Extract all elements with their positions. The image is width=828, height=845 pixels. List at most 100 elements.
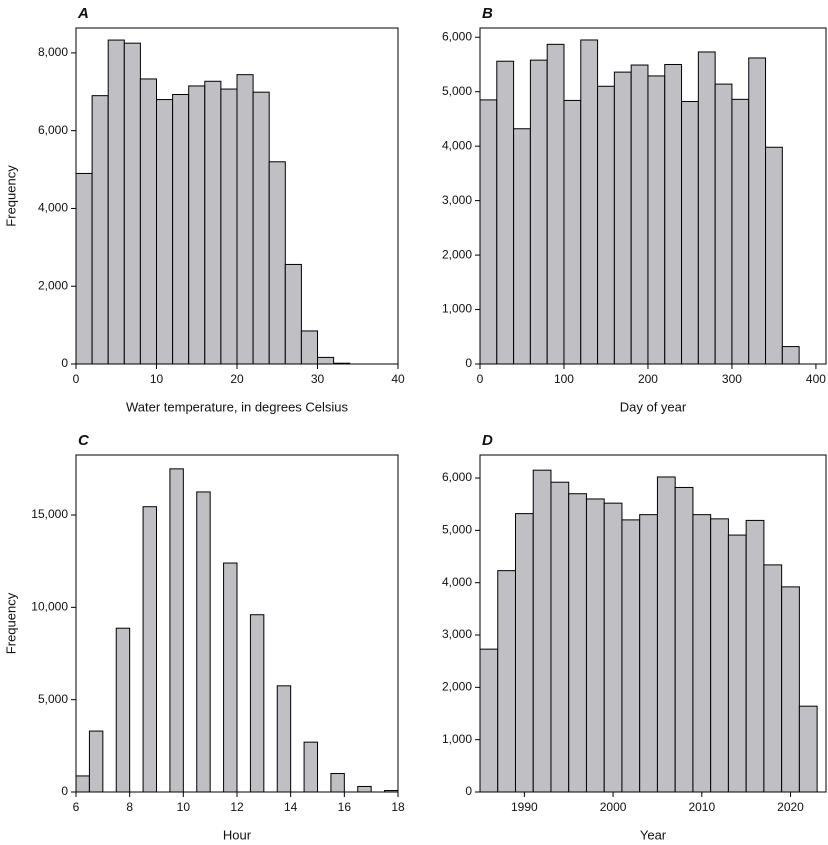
y-tick-label: 6,000 [38,123,68,137]
bar [317,356,335,365]
bar [497,570,516,793]
x-axis-label: Year [640,827,667,842]
bar [781,346,800,365]
bar [546,43,565,365]
bar [276,685,292,793]
x-tick-label: 12 [230,800,244,814]
panel-title: C [78,432,90,449]
y-tick-label: 0 [465,784,472,798]
bar [630,64,649,365]
bar [656,476,676,793]
x-tick-label: 14 [284,800,298,814]
bar [115,627,131,793]
y-tick-label: 4,000 [442,138,472,152]
bar [697,51,716,365]
y-tick-label: 1,000 [442,732,472,746]
bar [621,519,641,793]
y-tick-label: 15,000 [31,507,68,521]
bar [75,172,93,365]
bar [563,99,582,365]
bar [613,71,632,365]
y-tick-label: 10,000 [31,600,68,614]
x-tick-label: 10 [177,800,191,814]
bar [107,39,125,365]
bar [139,78,157,365]
y-tick-label: 6,000 [442,470,472,484]
bar [330,773,345,793]
bar [647,75,666,365]
bar [568,493,587,793]
bar [479,648,499,793]
x-tick-label: 10 [150,372,164,386]
x-tick-label: 18 [391,800,405,814]
y-tick-label: 3,000 [442,193,472,207]
bar [674,486,694,793]
bar [220,88,238,365]
x-axis-label: Hour [223,827,252,842]
x-tick-label: 8 [126,800,133,814]
bar [597,85,615,365]
x-tick-label: 20 [230,372,244,386]
panel-title: B [482,5,493,22]
x-tick-label: 2010 [688,800,715,814]
y-tick-label: 2,000 [442,680,472,694]
y-tick-label: 0 [61,356,68,370]
x-tick-label: 2000 [600,800,627,814]
bar [664,63,683,365]
bar [479,99,498,365]
y-tick-label: 5,000 [38,692,68,706]
bar [585,498,605,793]
x-tick-label: 200 [638,372,658,386]
bar [639,514,658,793]
bar [123,42,141,365]
bar [532,469,552,793]
x-tick-label: 2020 [777,800,804,814]
bar [692,514,712,793]
plot-frame [479,27,827,365]
panel-title: A [77,5,89,22]
bar [204,80,222,365]
bar [727,534,747,793]
bar [196,491,211,793]
y-tick-label: 1,000 [442,302,472,316]
bar [156,99,174,365]
x-axis-label: Day of year [620,399,687,414]
y-tick-label: 3,000 [442,627,472,641]
bar [748,57,767,365]
bar [798,705,818,793]
bar [268,161,286,365]
panel-title: D [482,432,493,449]
bar [529,59,548,365]
bar [714,83,733,365]
bar [550,481,570,793]
bar [284,263,302,365]
y-tick-label: 5,000 [442,84,472,98]
y-tick-label: 6,000 [442,29,472,43]
bar [765,146,783,365]
bar [731,98,750,365]
bar [514,513,534,793]
bar [781,586,800,793]
x-tick-label: 0 [73,372,80,386]
y-tick-label: 0 [61,784,68,798]
bar [603,502,623,793]
bar [142,506,157,793]
bar [496,60,515,365]
bar [300,330,318,365]
x-tick-label: 30 [311,372,325,386]
x-axis-label: Water temperature, in degrees Celsius [126,399,349,414]
bar [681,101,699,365]
bar [745,519,765,793]
y-tick-label: 2,000 [442,247,472,261]
bar [252,91,270,365]
x-tick-label: 16 [338,800,352,814]
x-tick-label: 1990 [511,800,538,814]
y-tick-label: 0 [465,356,472,370]
bar [357,785,372,793]
y-tick-label: 5,000 [442,523,472,537]
bar [223,562,238,793]
y-tick-label: 8,000 [38,45,68,59]
x-tick-label: 300 [722,372,742,386]
bar [580,39,599,365]
y-tick-label: 2,000 [38,278,68,292]
